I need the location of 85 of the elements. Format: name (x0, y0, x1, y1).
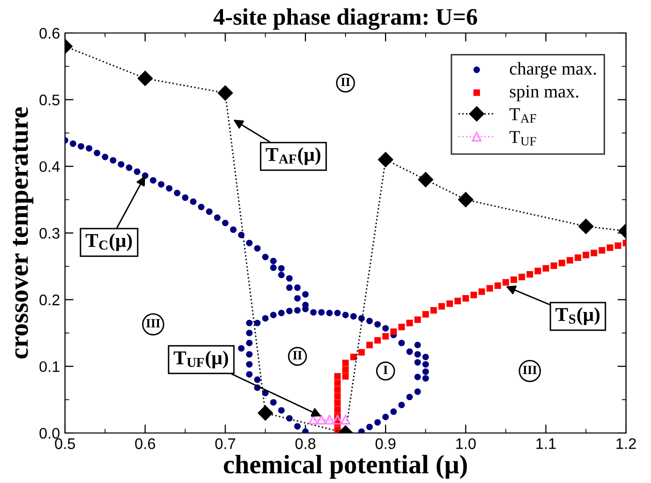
y-tick-label: 0.3 (40, 228, 60, 239)
point (422, 311, 429, 318)
point (430, 307, 437, 314)
y-tick-label: 0.6 (40, 28, 60, 39)
point (374, 337, 381, 344)
point (316, 414, 326, 425)
point (218, 85, 233, 101)
point (418, 172, 434, 188)
legend-label: spin max. (510, 85, 578, 102)
point (510, 276, 518, 283)
annotation: II (292, 351, 302, 360)
point (366, 342, 373, 348)
point (350, 354, 357, 360)
point (470, 292, 477, 298)
annotation: T$_{C}$(μ) (86, 233, 132, 252)
point (578, 218, 594, 234)
y-axis-title: crossover temperature (12, 107, 34, 359)
x-tick-label: 0.6 (135, 438, 156, 450)
point (486, 285, 494, 292)
point (550, 262, 558, 269)
point (458, 192, 474, 208)
y-tick-label: 0.4 (40, 161, 60, 172)
x-tick-label: 1.0 (456, 438, 476, 450)
point (342, 360, 349, 366)
point (494, 282, 502, 289)
point (542, 265, 550, 272)
point (334, 380, 341, 386)
annotation: II (341, 78, 350, 86)
point (518, 274, 526, 280)
point (454, 298, 461, 304)
x-tick-label: 1.1 (536, 438, 556, 449)
point (390, 328, 397, 335)
y-tick-label: 0.2 (40, 294, 60, 306)
y-tick-label: 0.1 (40, 361, 60, 372)
point (526, 271, 534, 278)
point (334, 393, 341, 400)
y-tick-label: 0.5 (40, 94, 60, 106)
x-tick-label: 0.7 (215, 438, 236, 450)
point (406, 320, 413, 326)
point (582, 252, 590, 258)
point (342, 373, 349, 380)
point (462, 295, 469, 302)
point (138, 70, 153, 86)
x-tick-label: 0.9 (376, 438, 396, 450)
point (574, 254, 582, 261)
annotation: I (384, 366, 388, 374)
point (438, 303, 445, 310)
point (614, 242, 622, 249)
x-tick-label: 0.8 (295, 438, 316, 450)
annotation: III (522, 366, 537, 374)
point (598, 247, 606, 254)
annotation: T$_{S}$(μ) (556, 307, 600, 326)
point (334, 406, 341, 413)
point (590, 250, 598, 256)
point (342, 366, 349, 373)
legend-label: T$_{UF}$ (510, 131, 536, 146)
chart-title: 4-site phase diagram: U=6 (214, 8, 478, 30)
legend-label: T$_{AF}$ (510, 108, 536, 123)
point (534, 268, 542, 274)
point (258, 405, 273, 421)
annotation: III (146, 319, 160, 328)
point (558, 260, 566, 266)
point (398, 324, 405, 330)
point (334, 386, 341, 393)
point (502, 279, 510, 286)
y-tick-label: 0.0 (40, 428, 60, 439)
point (324, 414, 334, 425)
point (382, 333, 389, 340)
x-tick-label: 0.5 (54, 438, 75, 450)
point (446, 300, 453, 307)
point (606, 244, 614, 251)
point (332, 414, 342, 425)
annotation: T$_{UF}$(μ) (174, 350, 228, 368)
point (334, 373, 341, 380)
annotation: T$_{AF}$(μ) (266, 147, 320, 166)
point (414, 316, 421, 323)
point (378, 152, 394, 168)
point (478, 288, 485, 295)
point (340, 414, 350, 425)
x-axis-title: chemical potential (μ) (224, 454, 467, 479)
legend-label: charge max. (510, 62, 596, 78)
point (358, 349, 365, 356)
x-tick-label: 1.2 (616, 438, 636, 449)
point (566, 257, 574, 264)
point (334, 400, 341, 406)
